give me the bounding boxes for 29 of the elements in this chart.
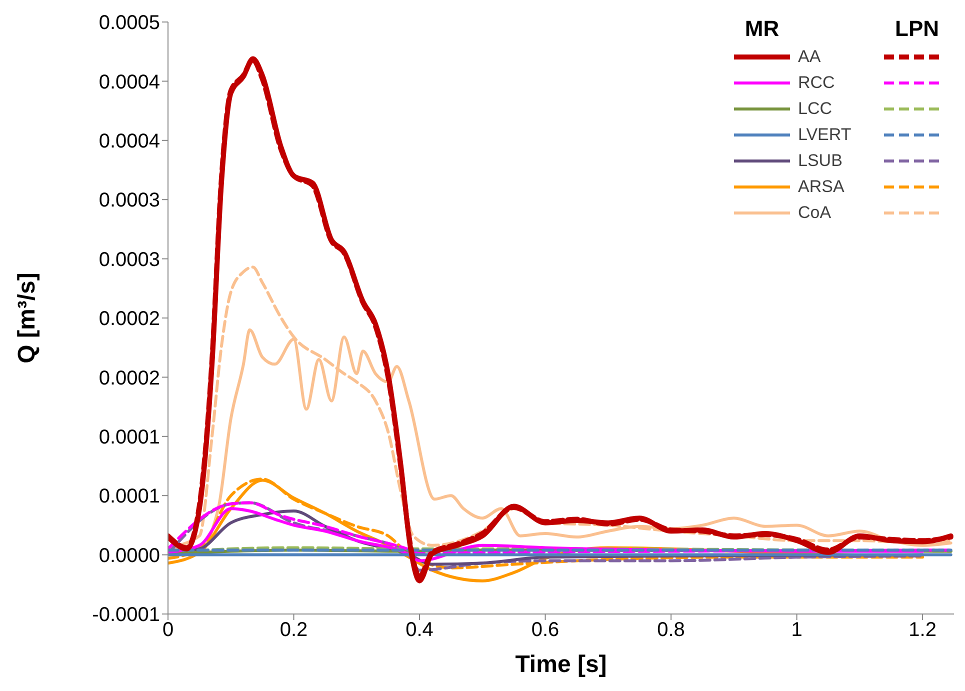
y-tick-label: 0.0002	[98, 308, 160, 330]
y-tick-label: 0.0000	[98, 544, 160, 567]
y-tick-label: 0.0003	[98, 248, 160, 271]
legend-label: AA	[797, 47, 822, 67]
y-tick-label: 0.0001	[98, 426, 160, 448]
legend-label: LCC	[797, 99, 834, 119]
x-tick-label: 0.6	[531, 619, 560, 642]
annotation: LPN	[894, 16, 940, 42]
y-tick-label: 0.0001	[98, 486, 160, 508]
legend-label: ARSA	[797, 177, 846, 197]
y-tick-label: 0.0002	[98, 367, 160, 390]
y-tick-label: 0.0005	[98, 12, 160, 34]
x-tick-label: 1.2	[908, 619, 936, 642]
y-tick-label: 0.0003	[98, 190, 160, 212]
y-tick-label: -0.0001	[92, 604, 160, 626]
legend-label: CoA	[797, 203, 832, 223]
x-tick-label: 0.2	[280, 619, 308, 642]
legend-label: LVERT	[797, 125, 852, 145]
legend-label: RCC	[797, 73, 836, 93]
y-tick-label: 0.0004	[98, 71, 160, 94]
x-axis-title: Time [s]	[515, 651, 607, 678]
legend-label: LSUB	[797, 151, 844, 171]
x-tick-label: 0.4	[406, 619, 434, 642]
x-tick-label: 0	[162, 619, 174, 642]
y-axis-title: Q [m³/s]	[14, 272, 41, 364]
y-tick-label: 0.0004	[98, 130, 160, 152]
x-tick-label: 1	[791, 619, 802, 642]
annotation: MR	[744, 16, 780, 42]
x-tick-label: 0.8	[657, 619, 685, 642]
